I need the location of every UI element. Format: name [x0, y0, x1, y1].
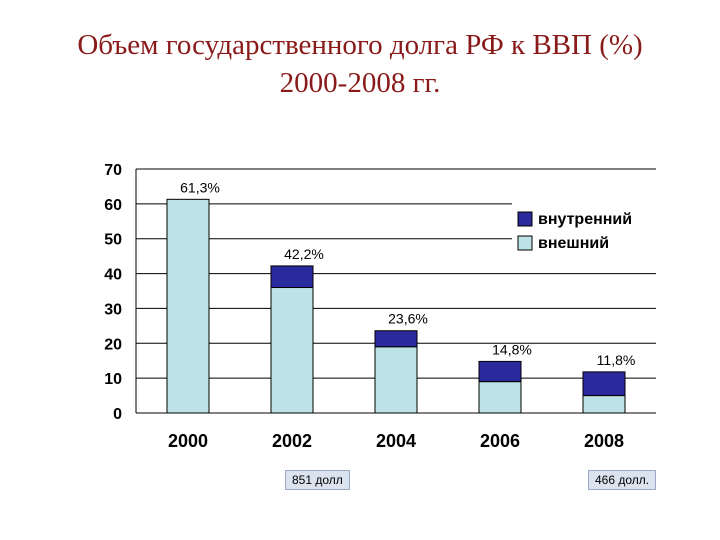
y-tick-label: 20 — [104, 336, 122, 353]
data-label: 11,8% — [597, 352, 636, 368]
bar-segment — [270, 265, 314, 289]
legend-label: внутренний — [538, 211, 632, 228]
data-label: 42,2% — [284, 246, 324, 262]
note-2000-debt: 851 долл — [285, 470, 350, 490]
data-label: 61,3% — [180, 179, 220, 195]
legend-swatch — [517, 211, 533, 227]
bar-segment — [478, 381, 522, 414]
y-tick-label: 40 — [104, 267, 122, 284]
y-tick-label: 70 — [104, 162, 122, 179]
bar-segment — [166, 198, 210, 414]
x-tick-label: 2002 — [272, 431, 312, 451]
x-tick-label: 2008 — [584, 431, 624, 451]
legend-label: внешний — [538, 235, 609, 252]
chart-title-line1: Объем государственного долга РФ к ВВП (%… — [77, 29, 643, 61]
bar-segment — [582, 395, 626, 414]
bar-segment — [374, 346, 418, 414]
data-label: 23,6% — [388, 311, 428, 327]
x-tick-label: 2000 — [168, 431, 208, 451]
bar-segment — [270, 287, 314, 414]
note-2008-debt: 466 долл. — [588, 470, 657, 490]
legend-swatch — [517, 235, 533, 251]
chart-title: Объем государственного долга РФ к ВВП (%… — [0, 26, 720, 102]
y-tick-label: 0 — [113, 406, 122, 423]
data-label: 14,8% — [492, 341, 532, 357]
y-tick-label: 10 — [104, 371, 122, 388]
chart-title-line2: 2000-2008 гг. — [279, 67, 441, 99]
y-tick-label: 30 — [104, 301, 122, 318]
y-tick-label: 50 — [104, 232, 122, 249]
bar-segment — [374, 330, 418, 348]
y-tick-label: 60 — [104, 197, 122, 214]
bar-segment — [582, 371, 626, 397]
x-tick-label: 2006 — [480, 431, 520, 451]
legend-box — [512, 202, 656, 254]
x-tick-label: 2004 — [376, 431, 416, 451]
bar-segment — [478, 360, 522, 383]
